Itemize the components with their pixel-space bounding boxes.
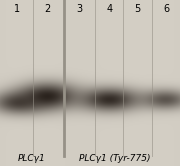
Text: PLCγ1: PLCγ1 — [18, 154, 45, 163]
Text: 3: 3 — [76, 4, 82, 14]
Text: 1: 1 — [14, 4, 20, 14]
Text: PLCγ1 (Tyr-775): PLCγ1 (Tyr-775) — [78, 154, 150, 163]
Text: 5: 5 — [135, 4, 141, 14]
Text: 2: 2 — [45, 4, 51, 14]
Text: 4: 4 — [107, 4, 113, 14]
Text: 6: 6 — [163, 4, 170, 14]
